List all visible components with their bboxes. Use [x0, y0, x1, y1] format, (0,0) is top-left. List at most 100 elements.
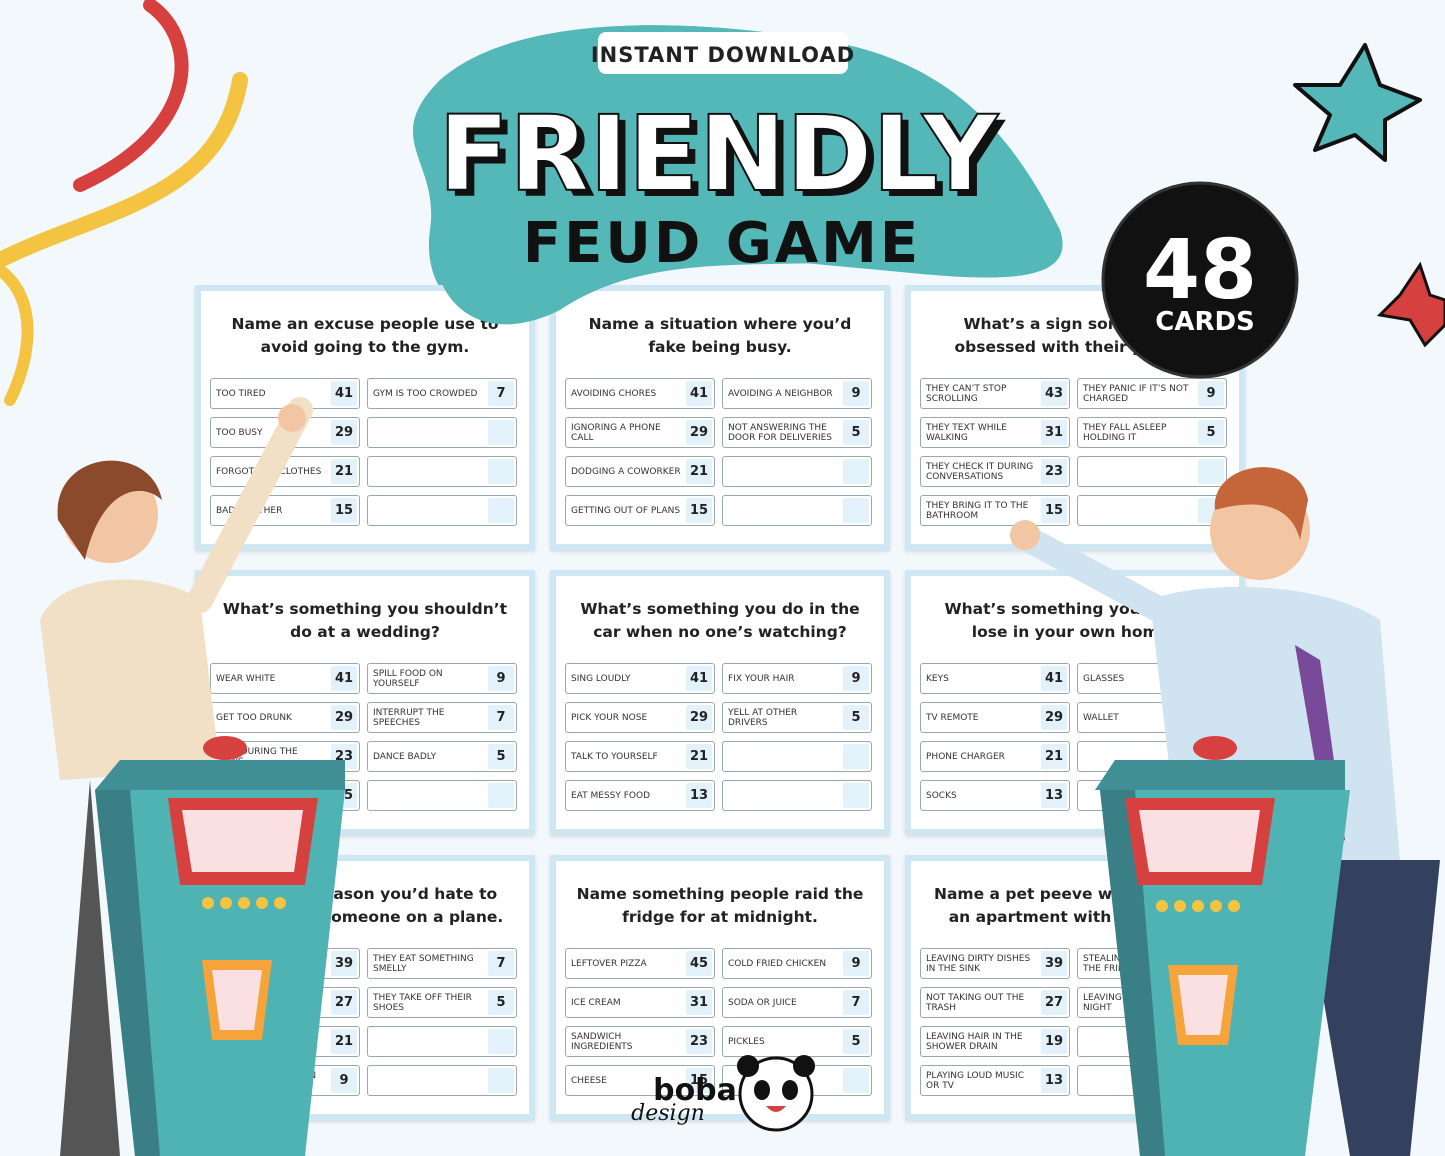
answer-text: CHEESE	[571, 1075, 607, 1086]
answer-text: GET TOO DRUNK	[216, 712, 292, 723]
answer-text: COLD FRIED CHICKEN	[728, 958, 827, 969]
answer-text: THEY TEXT WHILE WALKING	[926, 422, 1007, 443]
answer-slot: GYM IS TOO CROWDED 7	[367, 378, 517, 409]
answer-points: 45	[686, 951, 712, 976]
answer-text: LEAVING HAIR IN THE SHOWER DRAIN	[926, 1031, 1023, 1052]
empty-points	[843, 1068, 869, 1093]
question-card: Name a situation where you’d fake being …	[550, 285, 890, 550]
answer-slot: KEYS 41	[920, 663, 1070, 694]
answer-slot: PHONE CHARGER 21	[920, 741, 1070, 772]
answer-slot: PICKLES 5	[722, 1026, 872, 1057]
answer-text: THEY TAKE OFF THEIR SHOES	[373, 992, 472, 1013]
answer-slot: CHEESE 15	[565, 1065, 715, 1096]
answer-slot: LEAVING DIRTY DISHES IN THE SINK 39	[920, 948, 1070, 979]
answer-points: 39	[1041, 951, 1067, 976]
answer-text: THEY CAN’T STOP SCROLLING	[926, 383, 1007, 404]
empty-points	[488, 1029, 514, 1054]
answer-slot: TALK TO YOURSELF 21	[565, 741, 715, 772]
answer-text: SING LOUDLY	[571, 673, 631, 684]
answer-slot	[367, 495, 517, 526]
empty-points	[488, 783, 514, 808]
answer-slot: ICE CREAM 31	[565, 987, 715, 1018]
answer-slot: NOT ANSWERING THE DOOR FOR DELIVERIES 5	[722, 417, 872, 448]
answer-text: KEYS	[926, 673, 949, 684]
answer-slot: WEAR WHITE 41	[210, 663, 360, 694]
answer-points: 19	[1041, 1029, 1067, 1054]
answer-text: ICE CREAM	[571, 997, 621, 1008]
answer-text: PHONE CHARGER	[926, 751, 1005, 762]
answer-slot: INTERRUPT THE SPEECHES 7	[367, 702, 517, 733]
answer-points: 7	[488, 951, 514, 976]
answer-slot	[722, 456, 872, 487]
answer-points: 9	[843, 951, 869, 976]
answer-text: TOO BUSY	[216, 427, 263, 438]
answer-text: INTERRUPT THE SPEECHES	[373, 707, 445, 728]
answer-text: NOT TAKING OUT THE TRASH	[926, 992, 1025, 1013]
answer-points: 15	[1041, 498, 1067, 523]
answer-text: DODGING A COWORKER	[571, 466, 681, 477]
answer-slot: NOT TAKING OUT THE TRASH 27	[920, 987, 1070, 1018]
answer-slot	[722, 741, 872, 772]
answer-points: 5	[843, 1029, 869, 1054]
answer-slot: PLAYING LOUD MUSIC OR TV 13	[920, 1065, 1070, 1096]
answer-slot: SANDWICH INGREDIENTS 23	[565, 1026, 715, 1057]
empty-points	[488, 498, 514, 523]
answer-text: GLASSES	[1083, 673, 1125, 684]
answer-slot: THEY PANIC IF IT’S NOT CHARGED 9	[1077, 378, 1227, 409]
answer-text: PICK YOUR NOSE	[571, 712, 648, 723]
answer-text: SODA OR JUICE	[728, 997, 797, 1008]
answer-slot	[367, 1065, 517, 1096]
answer-slot: THEY FALL ASLEEP HOLDING IT 5	[1077, 417, 1227, 448]
answer-points: 29	[331, 420, 357, 445]
empty-points	[843, 744, 869, 769]
question: Name something people raid the fridge fo…	[576, 885, 864, 926]
answer-points: 21	[331, 459, 357, 484]
answer-text: TV REMOTE	[926, 712, 979, 723]
answer-slot: LEFTOVER PIZZA 45	[565, 948, 715, 979]
empty-points	[488, 459, 514, 484]
answer-points: 7	[843, 990, 869, 1015]
answer-text: PICKLES	[728, 1036, 765, 1047]
answer-points: 9	[488, 666, 514, 691]
answer-slot	[367, 417, 517, 448]
answer-points: 13	[686, 783, 712, 808]
card-count: 48	[1143, 223, 1257, 318]
answer-slot: TOO TIRED 41	[210, 378, 360, 409]
answer-slot: AVOIDING CHORES 41	[565, 378, 715, 409]
answer-points: 29	[686, 420, 712, 445]
answer-slot: SODA OR JUICE 7	[722, 987, 872, 1018]
answer-text: PLAYING LOUD MUSIC OR TV	[926, 1070, 1024, 1091]
podium-right	[1095, 736, 1350, 1156]
answer-points: 15	[686, 1068, 712, 1093]
answer-text: WEAR WHITE	[216, 673, 276, 684]
answer-points: 41	[686, 666, 712, 691]
answer-slot: THEY TAKE OFF THEIR SHOES 5	[367, 987, 517, 1018]
answer-slot: SOCKS 13	[920, 780, 1070, 811]
answer-points: 21	[686, 459, 712, 484]
answer-text: TALK TO YOURSELF	[571, 751, 658, 762]
answer-text: AVOIDING CHORES	[571, 388, 657, 399]
answer-slot: LEAVING HAIR IN THE SHOWER DRAIN 19	[920, 1026, 1070, 1057]
answer-slot: SING LOUDLY 41	[565, 663, 715, 694]
answer-points: 39	[331, 951, 357, 976]
answer-text: THEY EAT SOMETHING SMELLY	[373, 953, 474, 974]
answer-text: THEY PANIC IF IT’S NOT CHARGED	[1083, 383, 1189, 404]
answer-slot	[722, 495, 872, 526]
answer-slot: TV REMOTE 29	[920, 702, 1070, 733]
answer-text: GETTING OUT OF PLANS	[571, 505, 681, 516]
question: What’s something you shouldn’t do at a w…	[222, 600, 508, 641]
answer-slot: GETTING OUT OF PLANS 15	[565, 495, 715, 526]
answer-text: LEAVING DIRTY DISHES IN THE SINK	[926, 953, 1031, 974]
answer-slot: GET TOO DRUNK 29	[210, 702, 360, 733]
brand-name: boba	[653, 1073, 737, 1108]
answer-points: 5	[488, 744, 514, 769]
answer-points: 31	[1041, 420, 1067, 445]
empty-points	[843, 459, 869, 484]
answer-slot: YELL AT OTHER DRIVERS 5	[722, 702, 872, 733]
answer-slot: DANCE BADLY 5	[367, 741, 517, 772]
answer-text: THEY CHECK IT DURING CONVERSATIONS	[926, 461, 1034, 482]
answer-slot	[1077, 456, 1227, 487]
answer-slot: FIX YOUR HAIR 9	[722, 663, 872, 694]
answer-text: AVOIDING A NEIGHBOR	[728, 388, 833, 399]
answer-slot: THEY CAN’T STOP SCROLLING 43	[920, 378, 1070, 409]
